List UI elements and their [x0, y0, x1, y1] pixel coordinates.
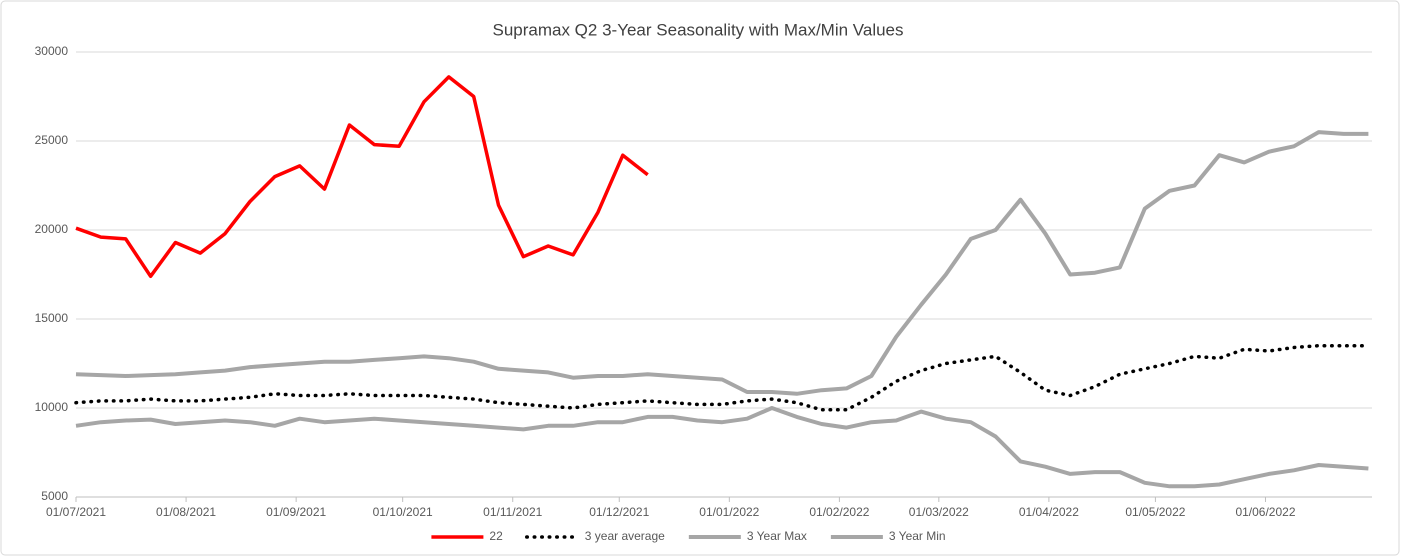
chart-title: Supramax Q2 3-Year Seasonality with Max/…: [492, 20, 903, 39]
series-line: [75, 130, 1369, 396]
x-tick-label: 01/01/2022: [699, 505, 759, 519]
y-tick-label: 30000: [35, 44, 69, 58]
x-tick-label: 01/02/2022: [809, 505, 869, 519]
y-tick-label: 15000: [35, 311, 69, 325]
legend-label: 3 year average: [585, 529, 665, 543]
x-tick-label: 01/10/2021: [373, 505, 433, 519]
x-tick-label: 01/11/2021: [483, 505, 542, 519]
series-line: [74, 343, 1371, 412]
legend-label: 22: [489, 529, 503, 543]
y-tick-label: 20000: [35, 222, 69, 236]
y-tick-label: 5000: [41, 489, 68, 503]
series-line: [75, 406, 1369, 489]
legend-label: 3 Year Max: [747, 529, 807, 543]
x-tick-label: 01/12/2021: [589, 505, 649, 519]
x-tick-label: 01/03/2022: [909, 505, 969, 519]
x-tick-label: 01/07/2021: [46, 505, 106, 519]
y-tick-label: 25000: [35, 133, 69, 147]
x-tick-label: 01/09/2021: [266, 505, 326, 519]
series-line: [75, 75, 649, 279]
x-tick-label: 01/05/2022: [1125, 505, 1185, 519]
x-tick-label: 01/04/2022: [1019, 505, 1079, 519]
y-tick-label: 10000: [35, 400, 69, 414]
x-tick-label: 01/08/2021: [156, 505, 216, 519]
legend-label: 3 Year Min: [889, 529, 946, 543]
x-tick-label: 01/06/2022: [1235, 505, 1295, 519]
